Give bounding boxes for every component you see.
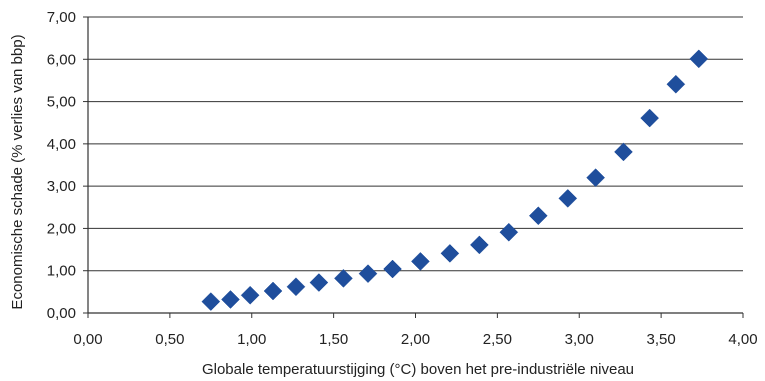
axis-layer (83, 16, 744, 318)
data-point-diamond (470, 235, 489, 255)
data-point-diamond (286, 277, 306, 297)
data-point-diamond (334, 268, 353, 288)
y-tick-label: 7,00 (47, 9, 76, 26)
data-point-diamond (309, 273, 329, 292)
data-point-diamond (558, 189, 578, 208)
x-tick-label: 1,00 (237, 331, 266, 348)
y-tick-label: 2,00 (47, 220, 76, 237)
data-point-diamond (358, 264, 378, 284)
data-point-diamond (240, 285, 260, 305)
x-tick-label: 2,50 (483, 331, 512, 348)
tick-label-layer: 0,00 1,00 2,00 3,00 4,00 5,00 6,00 7,00 0,00 0,50… (47, 9, 758, 348)
data-point-diamond (440, 244, 460, 263)
x-tick-label: 4,00 (728, 331, 757, 348)
x-tick-label: 0,50 (155, 331, 184, 348)
x-tick-label: 3,00 (565, 331, 594, 348)
x-tick-label: 3,50 (647, 331, 676, 348)
data-point-diamond (666, 74, 686, 94)
y-axis-title: Economische schade (% verlies van bbp) (9, 34, 26, 309)
data-point-diamond (499, 222, 519, 242)
x-axis-title: Globale temperatuurstijging (°C) boven h… (202, 361, 634, 378)
y-tick-label: 3,00 (47, 178, 76, 195)
data-point-diamond (614, 142, 633, 162)
grid-layer (88, 16, 743, 272)
data-point-diamond (411, 252, 430, 271)
x-tick-label: 0,00 (73, 331, 102, 348)
data-point-layer (201, 49, 709, 311)
data-point-diamond (586, 168, 605, 188)
data-point-diamond (263, 281, 283, 301)
data-point-diamond (528, 206, 548, 226)
data-point-diamond (689, 49, 709, 69)
x-tick-label: 1,50 (319, 331, 348, 348)
y-tick-label: 0,00 (47, 305, 76, 322)
data-point-diamond (201, 292, 221, 311)
data-point-diamond (221, 290, 240, 309)
y-tick-label: 6,00 (47, 51, 76, 68)
y-tick-label: 4,00 (47, 136, 76, 153)
data-point-diamond (640, 108, 660, 128)
data-point-diamond (383, 259, 402, 279)
y-tick-label: 1,00 (47, 263, 76, 280)
y-tick-label: 5,00 (47, 94, 76, 111)
x-tick-label: 2,00 (401, 331, 430, 348)
